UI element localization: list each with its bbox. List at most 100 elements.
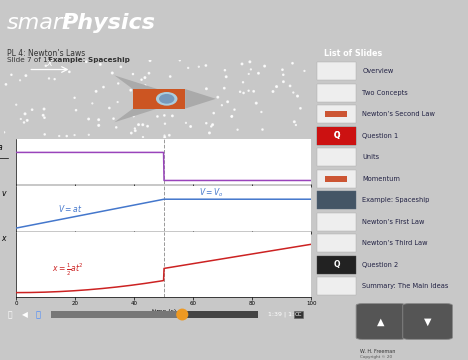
Text: 1:39 | 1:43: 1:39 | 1:43 [268,312,302,317]
Point [146,58,154,63]
Point [228,114,235,120]
FancyBboxPatch shape [325,111,347,117]
Text: Overview: Overview [362,68,394,74]
Point [131,126,139,131]
Point [149,96,157,102]
Point [142,82,149,88]
Point [221,67,229,73]
Point [286,83,294,89]
Point [144,123,151,129]
Point [253,100,260,106]
Text: List of Slides: List of Slides [323,49,382,58]
Point [151,94,158,100]
Polygon shape [185,89,216,109]
Point [231,107,238,113]
Point [161,132,168,138]
Point [51,76,58,82]
Text: Momentum: Momentum [362,176,400,182]
Point [128,82,135,88]
X-axis label: time (s): time (s) [152,309,176,314]
Point [161,121,168,127]
Point [7,72,15,78]
Point [224,99,231,105]
Point [41,131,48,137]
Point [168,113,176,119]
Point [96,62,104,67]
Text: Newton’s First Law: Newton’s First Law [362,219,425,225]
Point [234,127,241,132]
Point [240,90,247,96]
Point [261,63,268,69]
Text: $x$: $x$ [46,58,54,68]
Text: Two Concepts: Two Concepts [362,90,408,96]
Polygon shape [115,75,157,89]
Point [161,134,168,140]
Point [203,86,210,92]
Point [294,93,301,99]
Point [132,128,139,134]
Point [239,79,247,85]
Text: Q: Q [334,260,340,269]
Point [56,133,63,139]
Point [246,59,254,65]
Point [269,89,277,94]
Point [279,72,287,78]
Point [92,89,100,94]
Point [85,116,92,122]
Circle shape [176,309,188,320]
FancyBboxPatch shape [317,127,356,145]
Point [209,122,216,127]
Point [279,67,286,73]
Point [138,77,145,82]
Point [127,87,134,93]
Point [222,74,230,80]
Point [245,71,252,77]
Text: Question 1: Question 1 [362,133,398,139]
Point [228,113,235,119]
Text: ⏸: ⏸ [36,310,40,319]
Point [236,89,244,95]
Point [291,119,298,125]
FancyBboxPatch shape [317,148,356,166]
Point [16,77,24,83]
Text: $x$: $x$ [1,234,8,243]
FancyBboxPatch shape [317,170,356,188]
Point [250,89,257,94]
Point [210,110,218,116]
Point [135,122,142,127]
Point [258,109,265,115]
Point [238,61,246,67]
Point [218,102,226,108]
Text: $v$: $v$ [1,189,8,198]
Text: $V = at$: $V = at$ [58,203,82,214]
Point [292,122,300,128]
Point [66,69,73,75]
Point [203,120,210,126]
Point [166,132,173,138]
Point [139,134,147,140]
Bar [51,311,258,319]
Point [301,68,308,74]
Point [154,93,161,99]
FancyBboxPatch shape [403,303,453,339]
Point [21,111,29,117]
Point [141,75,149,81]
Point [2,81,10,87]
Polygon shape [133,89,185,109]
FancyBboxPatch shape [317,62,356,80]
Point [71,95,78,101]
Point [273,84,280,90]
Point [63,133,71,139]
Point [117,64,124,70]
Point [202,63,210,68]
Point [167,74,174,80]
FancyBboxPatch shape [317,213,356,231]
Point [259,127,266,132]
Text: ▼: ▼ [424,316,431,327]
Point [184,65,192,71]
Polygon shape [115,109,157,122]
Point [161,113,168,118]
FancyBboxPatch shape [356,303,406,339]
Point [23,117,31,123]
FancyBboxPatch shape [317,127,356,145]
